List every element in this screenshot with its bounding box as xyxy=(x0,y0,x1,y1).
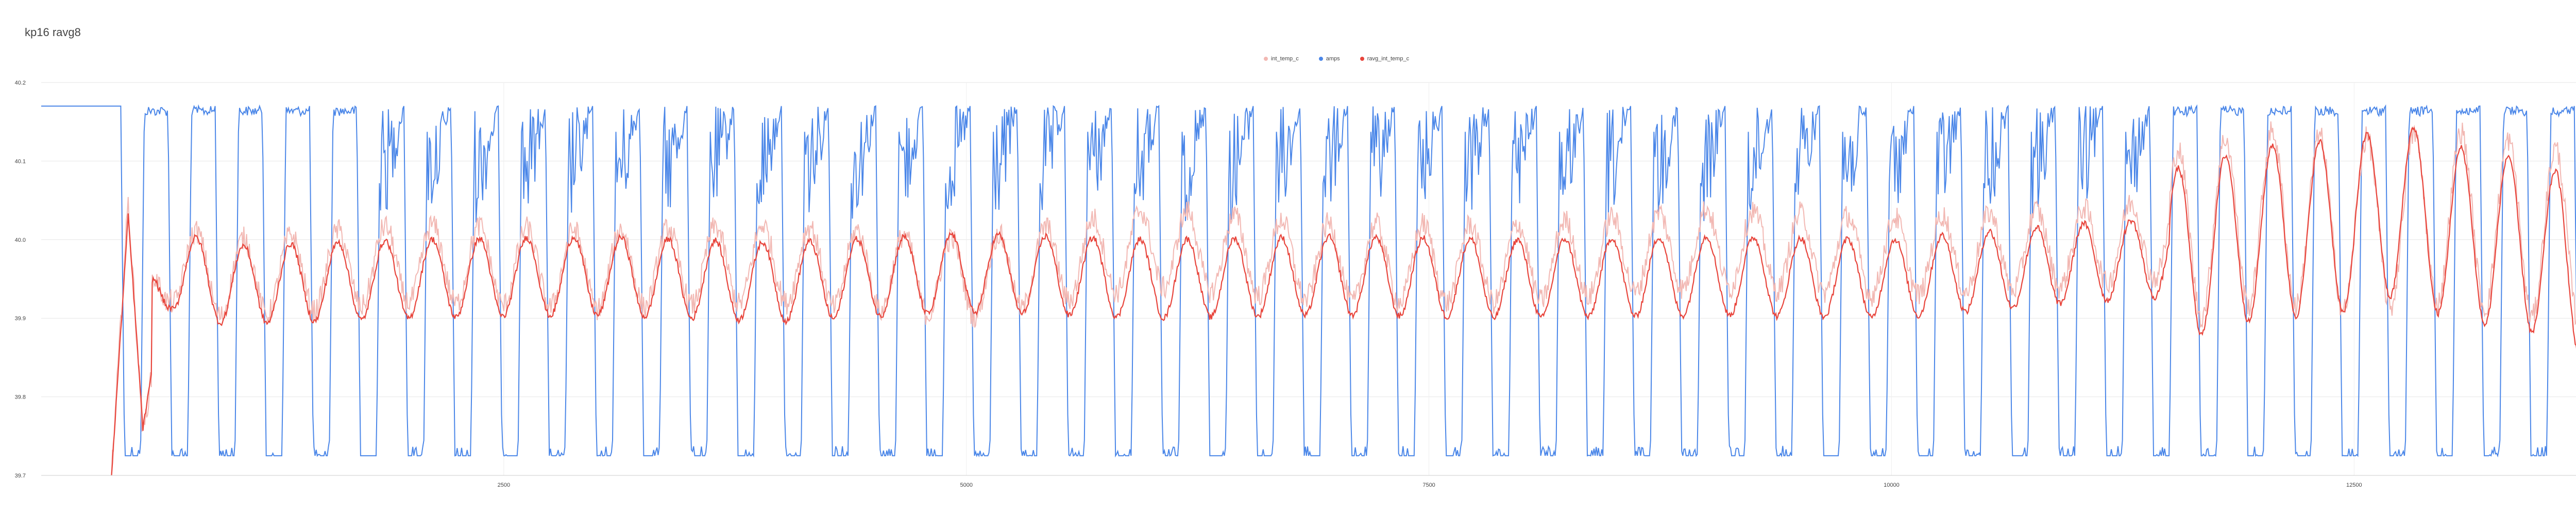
x-tick-label: 10000 xyxy=(1884,482,1900,488)
legend-swatch-int-temp xyxy=(1263,57,1268,61)
axis-layer: 39.739.839.940.040.140.20.00.51.01.52.02… xyxy=(15,80,2576,488)
chart-legend: int_temp_c amps ravg_int_temp_c xyxy=(0,56,2576,62)
y-left-tick-label: 40.2 xyxy=(15,80,26,86)
legend-item-ravg-int-temp[interactable]: ravg_int_temp_c xyxy=(1360,56,1409,62)
series-amps-line xyxy=(41,104,2576,458)
x-tick-label: 12500 xyxy=(2346,482,2362,488)
x-tick-label: 2500 xyxy=(498,482,510,488)
y-left-tick-label: 39.7 xyxy=(15,473,26,479)
legend-label-amps: amps xyxy=(1326,56,1340,62)
chart-title: kp16 ravg8 xyxy=(25,26,81,39)
series-ravg-int-temp-line xyxy=(111,126,2576,476)
series-int-temp-line xyxy=(111,121,2576,475)
y-left-tick-label: 39.9 xyxy=(15,316,26,322)
legend-item-amps[interactable]: amps xyxy=(1318,56,1340,62)
series-amps xyxy=(41,104,2576,458)
grid-layer xyxy=(41,82,2576,476)
legend-item-int-temp[interactable]: int_temp_c xyxy=(1263,56,1299,62)
y-left-tick-label: 40.1 xyxy=(15,158,26,164)
legend-swatch-ravg-int-temp xyxy=(1360,57,1364,61)
x-tick-label: 5000 xyxy=(960,482,972,488)
series-int-temp xyxy=(111,121,2576,475)
legend-swatch-amps xyxy=(1318,57,1323,61)
legend-label-int-temp: int_temp_c xyxy=(1270,56,1299,62)
y-left-tick-label: 40.0 xyxy=(15,237,26,243)
x-tick-label: 7500 xyxy=(1422,482,1435,488)
y-left-tick-label: 39.8 xyxy=(15,394,26,401)
legend-label-ravg-int-temp: ravg_int_temp_c xyxy=(1367,56,1410,62)
series-ravg-int-temp xyxy=(111,126,2576,476)
